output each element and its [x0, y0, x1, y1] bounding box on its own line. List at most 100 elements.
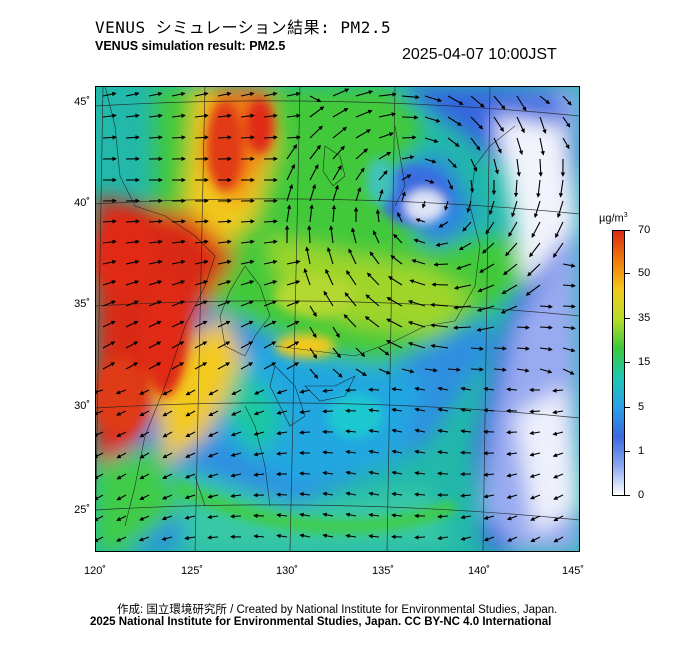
wind-arrow [171, 362, 185, 370]
wind-arrow [345, 533, 357, 539]
wind-arrow [162, 389, 173, 396]
wind-arrow [413, 238, 426, 244]
wind-arrow [529, 430, 541, 436]
wind-arrow [125, 259, 140, 265]
wind-arrow [529, 242, 541, 258]
wind-arrow [393, 233, 403, 244]
wind-arrow [322, 533, 334, 538]
credit-line: 作成: 国立環境研究所 / Created by National Instit… [117, 604, 558, 616]
wind-arrow [332, 347, 341, 359]
colorbar-tick [624, 318, 630, 319]
wind-arrow [286, 341, 300, 349]
colorbar-unit-base: µg/m [599, 212, 624, 225]
lon-label-125: 125˚ [180, 565, 204, 577]
wind-arrow [263, 219, 278, 224]
wind-arrow [424, 368, 438, 373]
wind-arrow [345, 512, 357, 517]
wind-arrow [217, 362, 231, 370]
wind-arrow [508, 221, 518, 237]
wind-arrow [240, 341, 254, 349]
wind-arrow [171, 320, 185, 328]
wind-arrow [230, 473, 242, 478]
lat-label-45: 45˚ [74, 96, 90, 108]
wind-arrow [493, 367, 507, 372]
wind-arrow [323, 290, 334, 307]
wind-arrow [562, 368, 575, 375]
wind-arrow [286, 113, 301, 119]
wind-arrow [263, 300, 277, 307]
wind-arrow [529, 452, 541, 457]
wind-arrow [401, 191, 406, 202]
wind-arrow [184, 473, 196, 479]
wind-arrow [125, 280, 140, 286]
wind-arrow [493, 116, 504, 132]
wind-arrow [345, 470, 357, 475]
wind-arrow [501, 284, 518, 295]
wind-arrow [322, 470, 334, 476]
wind-arrow [470, 346, 484, 351]
wind-arrow [447, 158, 457, 169]
wind-arrow [458, 242, 472, 251]
wind-arrow [500, 305, 518, 314]
wind-arrow [332, 165, 342, 181]
wind-arrow [483, 408, 495, 413]
wind-vectors [95, 88, 576, 543]
wind-arrow [355, 368, 367, 376]
wind-arrow [240, 320, 254, 328]
wind-arrow [539, 95, 550, 105]
wind-arrow [539, 116, 547, 134]
wind-arrow [171, 239, 186, 245]
wind-arrow [286, 204, 292, 223]
wind-arrow [483, 536, 495, 542]
wind-arrow [414, 428, 426, 433]
wind-arrow [493, 346, 507, 351]
wind-arrow [552, 409, 564, 415]
wind-arrow [194, 239, 209, 245]
wind-arrow [332, 126, 347, 139]
wind-arrow [348, 248, 357, 265]
wind-arrow [469, 179, 475, 193]
wind-arrow [460, 407, 472, 413]
wind-arrow [447, 179, 453, 190]
wind-arrow [148, 362, 162, 370]
wind-arrow [506, 494, 518, 499]
wind-arrow [401, 115, 419, 120]
wind-arrow [368, 387, 380, 392]
wind-arrow [447, 367, 461, 372]
wind-arrow [378, 151, 392, 160]
wind-arrow [466, 200, 472, 213]
wind-arrow [424, 158, 437, 164]
wind-arrow [116, 410, 127, 416]
wind-arrow [462, 221, 472, 232]
wind-arrow [516, 116, 525, 134]
wind-arrow [437, 471, 449, 476]
wind-arrow [276, 389, 288, 395]
wind-arrow [171, 280, 186, 286]
wind-arrow [208, 410, 219, 417]
colorbar-label-0: 0 [638, 489, 645, 501]
wind-arrow [437, 386, 449, 391]
wind-arrow [401, 368, 415, 374]
wind-arrow [437, 514, 449, 519]
wind-arrow [533, 200, 541, 219]
wind-arrow [437, 450, 449, 455]
wind-arrow [430, 343, 449, 349]
wind-arrow [483, 472, 495, 477]
wind-arrow [493, 137, 502, 154]
wind-arrow [102, 113, 117, 119]
wind-arrow [477, 284, 495, 293]
wind-arrow [332, 368, 343, 378]
wind-arrow [516, 368, 530, 373]
wind-arrow [253, 534, 265, 539]
wind-arrow [194, 91, 209, 97]
wind-arrow [194, 362, 208, 370]
wind-arrow [562, 116, 571, 128]
wind-arrow [437, 535, 449, 541]
wind-arrow [556, 200, 564, 219]
wind-arrow [529, 409, 541, 414]
colorbar-label-1: 1 [638, 445, 645, 457]
wind-arrow [507, 536, 518, 542]
wind-arrow [552, 473, 564, 479]
wind-arrow [231, 410, 242, 416]
lon-label-120: 120˚ [83, 565, 107, 577]
